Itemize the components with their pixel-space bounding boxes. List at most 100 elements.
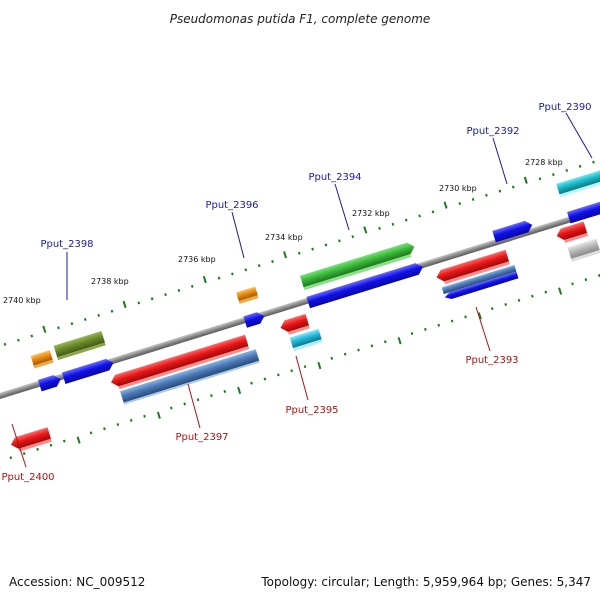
scale-minor-tick <box>490 307 494 311</box>
gene-label-pput-2392[interactable]: Pput_2392 <box>466 126 519 137</box>
gene-label-pput-2396[interactable]: Pput_2396 <box>205 200 258 211</box>
scale-minor-tick <box>116 423 120 427</box>
scale-minor-tick <box>250 381 253 385</box>
scale-minor-tick <box>276 373 280 377</box>
feature-pput-2390-red-small[interactable] <box>555 221 589 244</box>
feature-pput-2396-orange[interactable] <box>236 286 259 304</box>
feature-pput-2395-red[interactable] <box>279 313 310 337</box>
gene-label-pput-2400[interactable]: Pput_2400 <box>1 472 54 483</box>
scale-major-tick <box>156 411 161 419</box>
scale-minor-tick <box>89 431 93 435</box>
scale-minor-tick <box>129 418 133 422</box>
scale-labels: 2740 kbp 2738 kbp 2736 kbp 2734 kbp 2732… <box>3 158 563 305</box>
scale-minor-tick <box>498 189 502 193</box>
scale-minor-tick <box>370 344 374 348</box>
feature-pput-2398-olive[interactable] <box>53 330 106 361</box>
gene-label-pput-2390[interactable]: Pput_2390 <box>538 102 591 113</box>
leader-line <box>231 211 245 259</box>
scale-label: 2732 kbp <box>352 209 390 218</box>
genome-backbone <box>0 175 600 431</box>
feature-pput-2394-blue[interactable] <box>306 261 424 309</box>
feature-pput-2397-red[interactable] <box>109 334 250 391</box>
gene-label-pput-2397[interactable]: Pput_2397 <box>175 432 228 443</box>
leader-line <box>11 423 27 468</box>
scale-minor-tick <box>517 298 521 302</box>
genome-track <box>0 160 600 469</box>
scale-minor-tick <box>378 226 381 230</box>
scale-minor-tick <box>164 293 167 297</box>
scale-minor-tick <box>3 342 7 346</box>
feature-pput-2393-red[interactable] <box>435 249 510 286</box>
feature-pput-2390-blue[interactable] <box>567 194 600 224</box>
feature-pput-2398-orange[interactable] <box>30 350 54 369</box>
feature-pput-2393-steel[interactable] <box>441 264 517 295</box>
accession-text: Accession: NC_009512 <box>9 575 145 589</box>
scale-major-tick <box>42 325 47 333</box>
scale-minor-tick <box>271 260 274 264</box>
scale-minor-tick <box>36 447 39 451</box>
feature-pput-2400-red[interactable] <box>9 427 52 453</box>
scale-minor-tick <box>196 398 200 402</box>
scale-major-tick <box>283 251 288 259</box>
scale-minor-tick <box>22 452 26 456</box>
scale-minor-tick <box>223 389 227 393</box>
scale-label: 2730 kbp <box>439 184 477 193</box>
feature-pput-2390-teal[interactable] <box>556 166 600 198</box>
leader-line <box>295 355 309 401</box>
scale-minor-tick <box>244 268 248 272</box>
scale-minor-tick <box>592 160 595 164</box>
scale-minor-tick <box>231 272 234 276</box>
scale-major-tick <box>237 386 242 395</box>
gene-label-pput-2394[interactable]: Pput_2394 <box>308 172 361 183</box>
scale-minor-tick <box>464 315 467 319</box>
scale-minor-tick <box>571 282 574 286</box>
scale-major-tick <box>202 275 207 284</box>
scale-minor-tick <box>177 289 181 292</box>
scale-minor-tick <box>57 326 60 330</box>
scale-minor-tick <box>137 301 141 305</box>
bottom-gene-labels: Pput_2400 Pput_2397 Pput_2395 Pput_2393 <box>1 306 519 483</box>
scale-minor-tick <box>343 352 347 356</box>
scale-minor-tick <box>62 439 66 443</box>
scale-minor-tick <box>538 177 542 181</box>
scale-major-tick <box>397 337 402 345</box>
lower-scale <box>0 274 600 469</box>
feature-pput-2393-blue[interactable] <box>444 271 519 301</box>
scale-major-tick <box>76 436 81 444</box>
scale-minor-tick <box>303 365 307 369</box>
feature-pput-2397-steel[interactable] <box>120 349 260 405</box>
scale-label: 2728 kbp <box>525 158 563 167</box>
feature-pput-2395-cyan[interactable] <box>289 328 323 351</box>
leader-line <box>565 112 593 159</box>
top-gene-labels: Pput_2398 Pput_2396 Pput_2394 Pput_2392 … <box>40 102 593 300</box>
feature-pput-2398-blue-a[interactable] <box>38 373 63 392</box>
gene-label-pput-2398[interactable]: Pput_2398 <box>40 239 93 250</box>
feature-pput-2396-blue[interactable] <box>243 310 266 328</box>
upper-scale <box>3 160 595 346</box>
scale-minor-tick <box>552 173 555 177</box>
scale-minor-tick <box>30 334 34 338</box>
feature-pput-2392-blue[interactable] <box>492 219 534 243</box>
feature-pput-2398-blue-b[interactable] <box>61 357 115 384</box>
scale-minor-tick <box>49 443 53 447</box>
scale-major-tick <box>317 361 322 370</box>
scale-minor-tick <box>424 327 427 331</box>
gene-label-pput-2393[interactable]: Pput_2393 <box>465 355 518 366</box>
scale-minor-tick <box>83 317 87 321</box>
scale-major-tick <box>443 201 448 209</box>
scale-minor-tick <box>338 239 341 243</box>
scale-major-tick <box>122 300 127 309</box>
scale-minor-tick <box>471 197 475 201</box>
scale-minor-tick <box>97 313 100 317</box>
feature-pput-2394-green[interactable] <box>299 241 417 291</box>
gene-label-pput-2395[interactable]: Pput_2395 <box>285 405 338 416</box>
scale-minor-tick <box>531 294 534 298</box>
scale-minor-tick <box>431 210 435 214</box>
leader-line <box>475 306 491 352</box>
feature-pput-2390-gray[interactable] <box>567 238 600 262</box>
scale-minor-tick <box>404 218 408 222</box>
scale-minor-tick <box>383 340 387 344</box>
scale-minor-tick <box>544 290 548 294</box>
scale-minor-tick <box>511 185 515 189</box>
scale-minor-tick <box>17 338 20 342</box>
